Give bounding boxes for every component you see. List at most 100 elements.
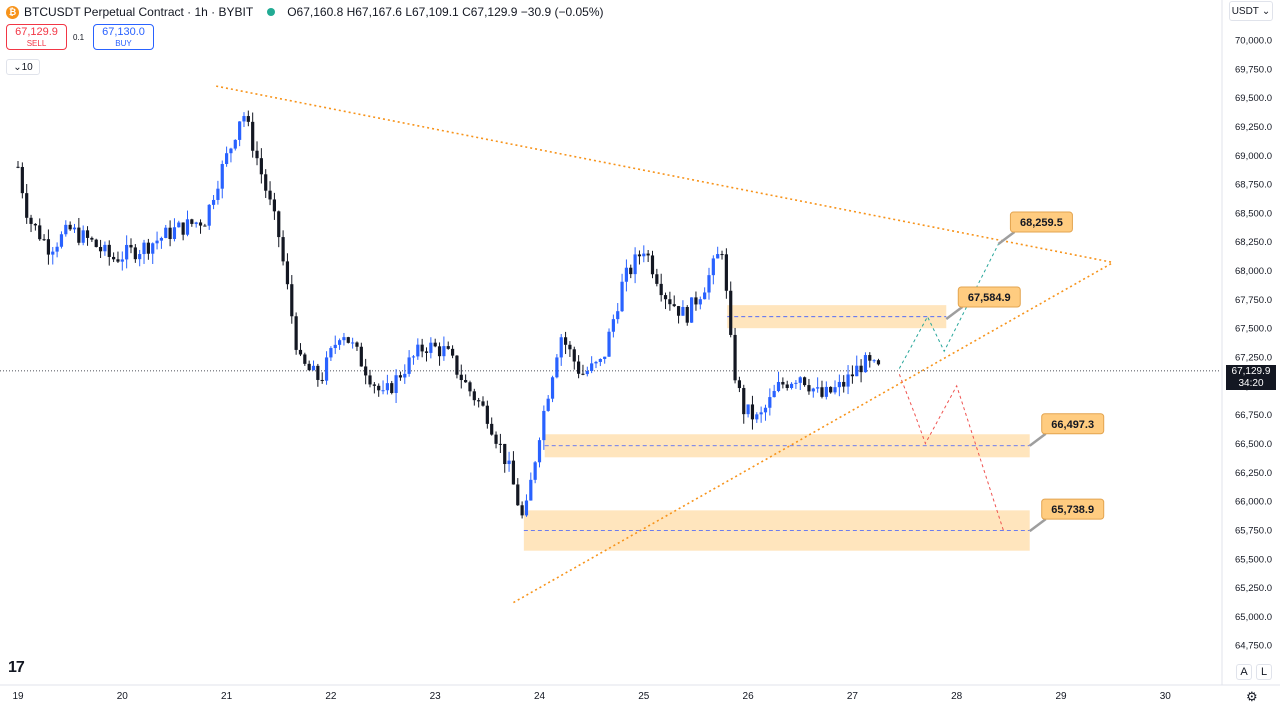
- candle-body: [450, 348, 455, 356]
- candle-body: [681, 306, 685, 316]
- price-target-label-box: [1041, 413, 1105, 435]
- candle-body: [494, 434, 498, 444]
- candle-body: [185, 219, 190, 235]
- candle-body: [585, 371, 589, 375]
- candle-body: [107, 244, 111, 257]
- bitcoin-logo-icon: ₿: [6, 5, 19, 19]
- candle-body: [138, 254, 142, 260]
- candle-body: [490, 423, 494, 435]
- x-tick-label: 25: [638, 691, 650, 702]
- interval-toggle[interactable]: ⌄ 10: [6, 59, 40, 75]
- interval-value: 10: [21, 61, 33, 73]
- candle-body: [159, 237, 164, 241]
- candle-body: [533, 462, 537, 480]
- x-tick-label: 21: [221, 691, 233, 702]
- candle-body: [676, 306, 681, 316]
- candle-body: [629, 267, 633, 275]
- candle-body: [637, 254, 642, 257]
- candle-body: [746, 404, 750, 415]
- candle-body: [755, 414, 759, 420]
- x-tick-label: 27: [847, 691, 859, 702]
- ohlc-open: O67,160.8: [287, 5, 344, 19]
- candle-body: [446, 346, 450, 349]
- y-tick-label: 70,000.0: [1235, 36, 1272, 47]
- y-tick-label: 67,750.0: [1235, 295, 1272, 306]
- sell-button[interactable]: 67,129.9 SELL: [6, 24, 67, 50]
- auto-scale-button[interactable]: A: [1236, 664, 1252, 680]
- candle-body: [516, 484, 520, 506]
- candle-body: [455, 355, 459, 375]
- candle-body: [424, 351, 429, 353]
- price-label-pointer: [945, 305, 964, 320]
- y-tick-label: 66,250.0: [1235, 468, 1272, 479]
- candle-body: [672, 304, 676, 307]
- candle-body: [72, 227, 77, 230]
- candle-body: [103, 244, 107, 252]
- candle-body: [133, 247, 137, 260]
- y-tick-label: 69,000.0: [1235, 151, 1272, 162]
- candle-body: [742, 388, 746, 415]
- candle-body: [507, 460, 511, 465]
- candle-body: [829, 386, 833, 393]
- candle-body: [238, 121, 242, 140]
- candle-body: [307, 363, 311, 371]
- candle-body: [172, 227, 177, 239]
- candle-body: [112, 256, 116, 260]
- buy-price: 67,130.0: [102, 26, 145, 38]
- candle-body: [429, 342, 433, 353]
- candle-body: [20, 166, 24, 194]
- candle-body: [620, 281, 624, 312]
- candle-body: [807, 385, 811, 392]
- candle-body: [833, 387, 837, 393]
- gear-icon[interactable]: ⚙: [1246, 689, 1258, 704]
- tradingview-logo-icon[interactable]: 17: [8, 659, 25, 676]
- price-label-pointer: [997, 231, 1016, 246]
- candle-body: [277, 211, 281, 238]
- candle-body: [616, 311, 620, 320]
- ohlc-readout: O67,160.8 H67,167.6 L67,109.1 C67,129.9 …: [287, 5, 603, 19]
- candle-body: [294, 316, 298, 350]
- candle-body: [98, 246, 103, 252]
- sell-label: SELL: [26, 39, 47, 48]
- candle-body: [607, 331, 611, 357]
- candle-body: [650, 255, 655, 275]
- candle-body: [216, 188, 220, 200]
- candle-body: [759, 412, 763, 415]
- candle-body: [633, 254, 637, 275]
- log-scale-button[interactable]: L: [1256, 664, 1272, 680]
- candle-body: [846, 374, 850, 387]
- buy-button[interactable]: 67,130.0 BUY: [93, 24, 154, 50]
- candle-body: [229, 148, 233, 154]
- candle-body: [203, 225, 207, 227]
- candle-body: [198, 222, 203, 226]
- price-label-pointer: [1028, 518, 1047, 533]
- candle-body: [164, 227, 168, 238]
- candle-body: [781, 381, 785, 385]
- y-tick-label: 65,500.0: [1235, 554, 1272, 565]
- y-tick-label: 65,750.0: [1235, 525, 1272, 536]
- candle-body: [242, 116, 246, 122]
- candle-body: [346, 337, 350, 343]
- price-target-label: 65,738.9: [1051, 504, 1094, 516]
- price-target-label: 66,497.3: [1051, 419, 1094, 431]
- price-target-label-box: [957, 286, 1021, 308]
- x-tick-label: 28: [951, 691, 963, 702]
- candle-body: [233, 139, 237, 149]
- market-status-icon: [267, 8, 276, 16]
- candle-body: [646, 253, 650, 256]
- candle-body: [863, 355, 868, 373]
- currency-selector[interactable]: USDT ⌄: [1229, 1, 1273, 21]
- candle-body: [155, 240, 159, 244]
- y-tick-label: 65,250.0: [1235, 583, 1272, 594]
- candle-body: [77, 227, 81, 243]
- candle-body: [168, 227, 172, 239]
- candle-body: [520, 505, 524, 516]
- candle-body: [151, 243, 155, 254]
- candle-body: [659, 283, 663, 296]
- symbol-title[interactable]: BTCUSDT Perpetual Contract · 1h · BYBIT: [24, 5, 254, 19]
- candle-body: [459, 374, 463, 381]
- candle-body: [268, 190, 272, 200]
- candle-body: [351, 342, 355, 344]
- y-tick-label: 69,250.0: [1235, 122, 1272, 133]
